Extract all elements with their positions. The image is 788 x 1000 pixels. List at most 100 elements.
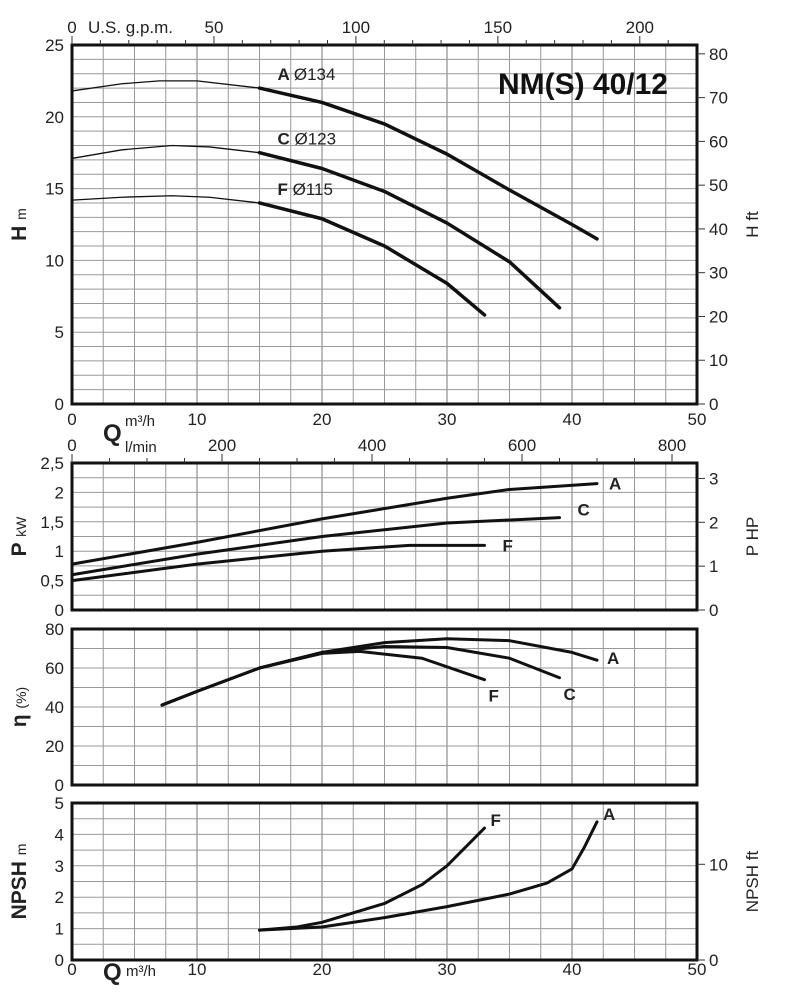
- y-right-tick-label: 1: [709, 557, 718, 576]
- curve-label-C: C: [564, 685, 576, 704]
- curve-label-C: C: [578, 501, 590, 520]
- chart-title: NM(S) 40/12: [498, 68, 668, 101]
- curve-A: [70, 482, 599, 566]
- y-right-tick-label: 10: [709, 351, 728, 370]
- x-tick-label: 30: [438, 960, 457, 979]
- curve-label-A: A: [609, 475, 621, 494]
- y-right-tick-label: 10: [709, 855, 728, 874]
- y-right-tick-label: 3: [709, 469, 718, 488]
- lmin-tick-label: 200: [208, 436, 236, 455]
- curve-C-thin: [71, 144, 260, 160]
- y-tick-label: 4: [55, 825, 64, 844]
- curve-label-F: F Ø115: [278, 180, 333, 199]
- lmin-tick-label: 0: [67, 436, 76, 455]
- npsh-frame: [70, 801, 699, 962]
- y-tick-label: 60: [45, 659, 64, 678]
- gpm-axis-label: U.S. g.p.m.: [88, 18, 173, 37]
- curve-label-A: A Ø134: [278, 65, 336, 84]
- q-axis-label-bottom: Q: [103, 959, 122, 986]
- y-tick-label: 20: [45, 737, 64, 756]
- y-right-tick-label: 2: [709, 513, 718, 532]
- y-right-tick-label: 0: [709, 601, 718, 620]
- y-tick-label: 5: [55, 794, 64, 813]
- lmin-tick-label: 800: [658, 436, 686, 455]
- power-frame: [70, 461, 699, 612]
- lmin-tick-label: 400: [358, 436, 386, 455]
- y-right-tick-label: 0: [709, 395, 718, 414]
- y-tick-label: 40: [45, 698, 64, 717]
- gpm-tick-label: 200: [626, 18, 654, 37]
- y-axis-label: η (%): [8, 687, 31, 727]
- y-tick-label: 0: [55, 601, 64, 620]
- q-unit-bottom: m³/h: [126, 963, 156, 980]
- y-tick-label: 2,5: [40, 454, 64, 473]
- gpm-tick-label: 150: [484, 18, 512, 37]
- curve-label-A: A: [603, 805, 615, 824]
- x-tick-label: 40: [563, 960, 582, 979]
- y-tick-label: 80: [45, 620, 64, 639]
- x-tick-label: 30: [438, 410, 457, 429]
- curve-C: [160, 645, 561, 707]
- y-right-tick-label: 40: [709, 220, 728, 239]
- curve-A: [257, 86, 599, 241]
- x-tick-label: 10: [188, 410, 207, 429]
- y-axis-label: NPSH m: [8, 844, 31, 920]
- y-right-tick-label: 80: [709, 45, 728, 64]
- y-tick-label: 1: [55, 542, 64, 561]
- curve-C: [257, 150, 562, 310]
- y-right-axis-label: P HP: [743, 517, 762, 556]
- y-right-axis-label: NPSH ft: [743, 851, 762, 913]
- lmin-tick-label: 600: [508, 436, 536, 455]
- y-tick-label: 5: [55, 323, 64, 342]
- x-tick-label: 50: [688, 410, 707, 429]
- curve-label-C: C Ø123: [278, 130, 337, 149]
- curve-F-thin: [71, 195, 260, 204]
- y-right-tick-label: 70: [709, 89, 728, 108]
- y-right-tick-label: 0: [709, 951, 718, 970]
- y-tick-label: 0,5: [40, 572, 64, 591]
- curve-F: [257, 201, 487, 317]
- x-tick-label: 0: [67, 410, 76, 429]
- y-tick-label: 2: [55, 483, 64, 502]
- curve-A-thin: [71, 80, 260, 92]
- y-tick-label: 2: [55, 888, 64, 907]
- y-axis-label: P kW: [8, 516, 31, 556]
- gpm-tick-label: 100: [342, 18, 370, 37]
- gpm-tick-label: 50: [204, 18, 223, 37]
- curve-C: [70, 516, 561, 577]
- x-tick-label: 40: [563, 410, 582, 429]
- y-right-tick-label: 50: [709, 176, 728, 195]
- y-tick-label: 3: [55, 857, 64, 876]
- y-right-axis-label: H ft: [743, 211, 762, 238]
- curve-F: [258, 826, 486, 932]
- y-tick-label: 0: [55, 951, 64, 970]
- y-right-tick-label: 60: [709, 132, 728, 151]
- y-tick-label: 15: [45, 180, 64, 199]
- y-right-tick-label: 20: [709, 307, 728, 326]
- q-unit-lmin: l/min: [125, 439, 157, 456]
- x-tick-label: 10: [188, 960, 207, 979]
- x-tick-label: 50: [688, 960, 707, 979]
- q-unit-m3h: m³/h: [125, 413, 155, 430]
- x-tick-label: 20: [313, 960, 332, 979]
- y-tick-label: 20: [45, 108, 64, 127]
- y-tick-label: 1: [55, 920, 64, 939]
- y-tick-label: 1,5: [40, 513, 64, 532]
- curve-label-F: F: [489, 687, 499, 706]
- curve-label-A: A: [607, 649, 619, 668]
- efficiency-frame: [70, 627, 699, 787]
- y-tick-label: 25: [45, 36, 64, 55]
- curve-A: [258, 820, 599, 932]
- q-axis-label: Q: [103, 420, 122, 447]
- y-right-tick-label: 30: [709, 264, 728, 283]
- y-tick-label: 0: [55, 395, 64, 414]
- y-tick-label: 0: [55, 776, 64, 795]
- curve-F: [160, 649, 486, 707]
- curve-label-F: F: [503, 536, 513, 555]
- curve-F: [70, 543, 486, 583]
- y-axis-label: H m: [8, 208, 31, 241]
- y-tick-label: 10: [45, 251, 64, 270]
- gpm-tick-label: 0: [67, 18, 76, 37]
